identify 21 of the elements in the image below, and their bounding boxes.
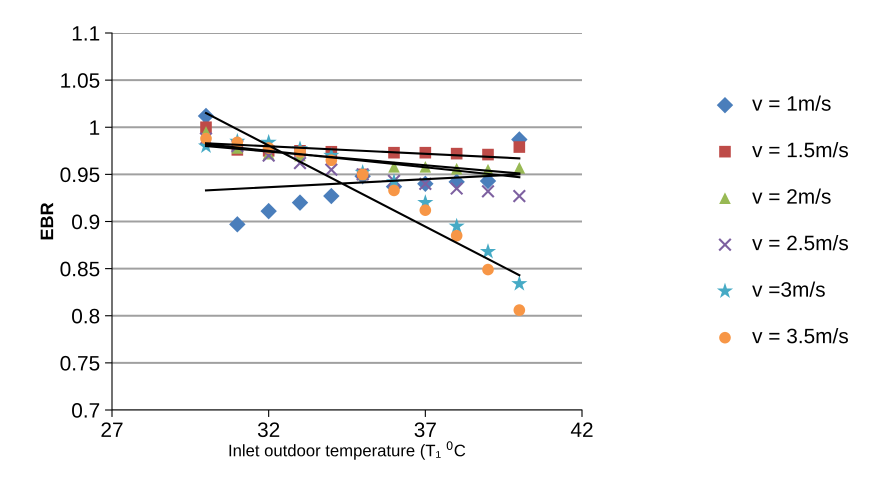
x-tick-label: 37 — [414, 422, 436, 438]
legend-label: v = 2.5m/s — [752, 235, 848, 250]
x-tick-label: 27 — [101, 422, 123, 437]
x-tick-label: 42 — [570, 422, 593, 437]
legend-label: v = 1.5m/s — [752, 142, 848, 158]
y-tick-label: 0.7 — [72, 403, 100, 418]
legend-label: v =3m/s — [752, 282, 825, 297]
y-tick-label: 0.85 — [60, 262, 100, 276]
y-tick-label: 0.8 — [72, 308, 100, 324]
x-axis-title: Inlet outdoor temperature (T₁ $^{0}$C — [230, 441, 466, 460]
y-tick-label: 1.05 — [61, 73, 100, 88]
y-tick-label: 0.9 — [72, 214, 100, 230]
legend-label: v = 2m/s — [752, 188, 831, 204]
y-tick-label: 1 — [90, 120, 100, 135]
x-tick-label: 32 — [258, 422, 280, 438]
legend-label: v = 1m/s — [752, 96, 831, 111]
y-axis-title: EBR — [40, 202, 54, 240]
y-tick-label: 0.95 — [60, 167, 100, 182]
legend-label: v = 3.5m/s — [752, 328, 848, 344]
y-tick-label: 0.75 — [60, 356, 100, 371]
y-tick-label: 1.1 — [72, 26, 100, 41]
